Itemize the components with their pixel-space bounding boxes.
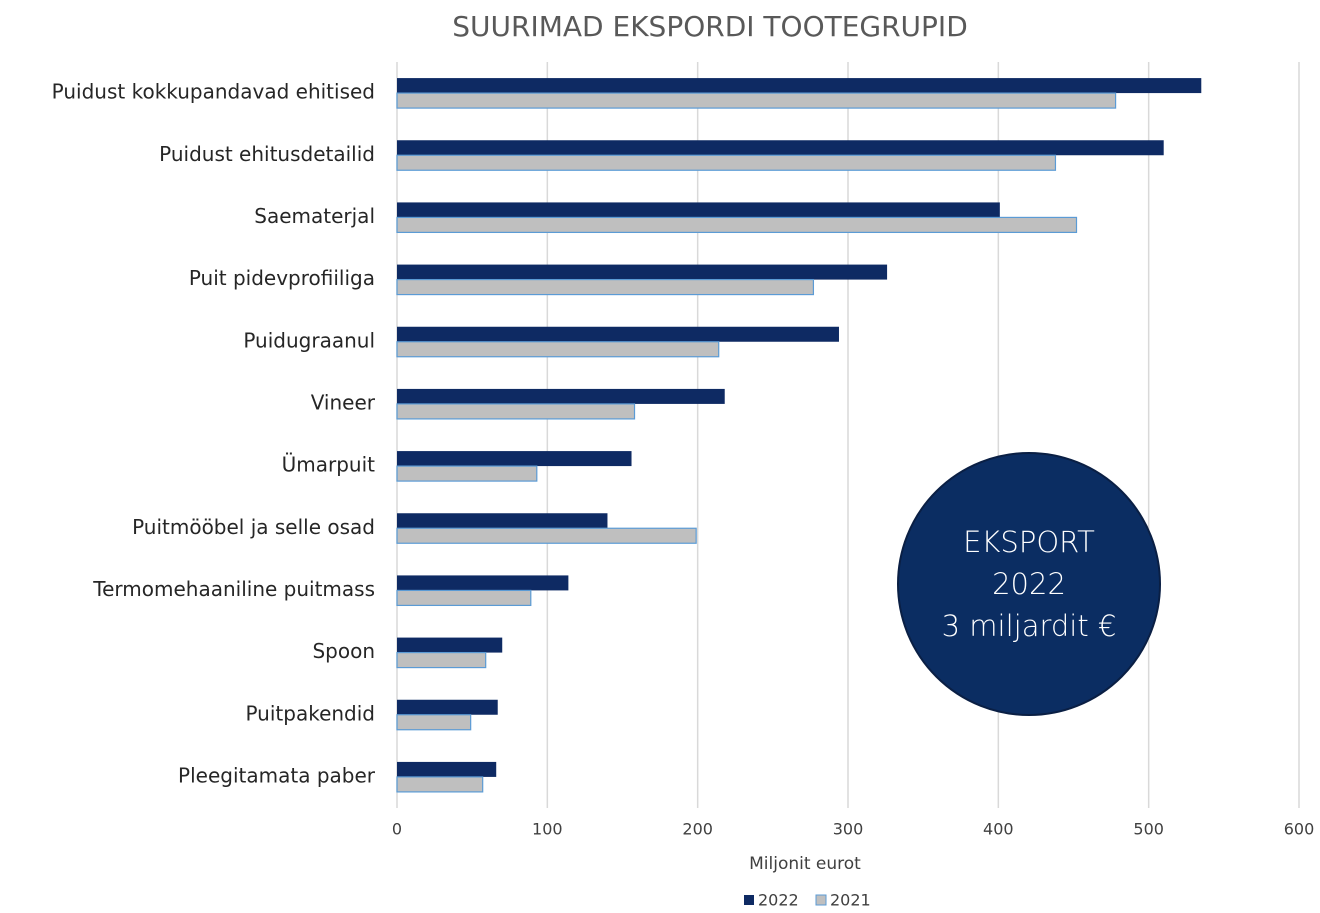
bar — [397, 264, 888, 280]
bar — [397, 78, 1202, 94]
x-axis-label: Miljonit eurot — [749, 854, 861, 874]
annotation-text: 2022 — [992, 567, 1066, 601]
bar — [397, 699, 498, 715]
bar — [396, 278, 815, 296]
y-tick-label: Vineer — [311, 390, 376, 414]
x-tick-label: 0 — [392, 820, 402, 839]
x-tick-label: 500 — [1133, 820, 1164, 839]
legend-swatch — [744, 895, 754, 905]
chart-title: SUURIMAD EKSPORDI TOOTEGRUPID — [452, 10, 968, 43]
bar — [396, 216, 1078, 234]
bar — [396, 776, 484, 793]
bar — [396, 527, 697, 544]
x-tick-label: 100 — [532, 820, 563, 839]
bar — [396, 714, 472, 731]
bar — [397, 761, 497, 777]
y-tick-label: Termomehaaniline puitmass — [92, 577, 375, 601]
y-tick-label: Puidust ehitusdetailid — [159, 142, 375, 166]
bar — [397, 513, 608, 529]
bar — [397, 140, 1164, 156]
y-tick-label: Puit pidevprofiiliga — [189, 266, 375, 290]
y-tick-label: Puidust kokkupandavad ehitised — [52, 80, 375, 104]
bar — [397, 388, 725, 404]
bar — [397, 451, 632, 467]
annotation-text: 3 miljardit € — [942, 609, 1117, 643]
y-tick-label: Puidugraanul — [243, 328, 375, 352]
bar — [396, 154, 1057, 171]
bar — [396, 92, 1117, 109]
bar — [397, 202, 1000, 218]
legend-label: 2021 — [830, 891, 871, 910]
y-tick-label: Pleegitamata paber — [178, 763, 376, 787]
y-tick-label: Puitpakendid — [245, 701, 375, 725]
x-tick-label: 200 — [682, 820, 713, 839]
bar — [396, 651, 487, 669]
x-tick-label: 600 — [1284, 820, 1315, 839]
x-tick-label: 400 — [983, 820, 1014, 839]
annotation-circle — [897, 452, 1161, 716]
bar — [396, 341, 720, 358]
bar — [396, 589, 532, 607]
bar — [396, 465, 538, 482]
y-tick-label: Ümarpuit — [282, 453, 376, 477]
x-tick-label: 300 — [833, 820, 864, 839]
bar — [397, 637, 503, 653]
annotation-text: EKSPORT — [963, 525, 1095, 559]
legend-swatch — [815, 894, 827, 906]
y-tick-label: Spoon — [312, 639, 375, 663]
bar — [396, 403, 636, 420]
legend-label: 2022 — [758, 891, 799, 910]
y-tick-label: Saematerjal — [254, 204, 375, 228]
bar — [397, 326, 839, 342]
y-tick-label: Puitmööbel ja selle osad — [132, 515, 375, 539]
bar — [397, 575, 569, 591]
